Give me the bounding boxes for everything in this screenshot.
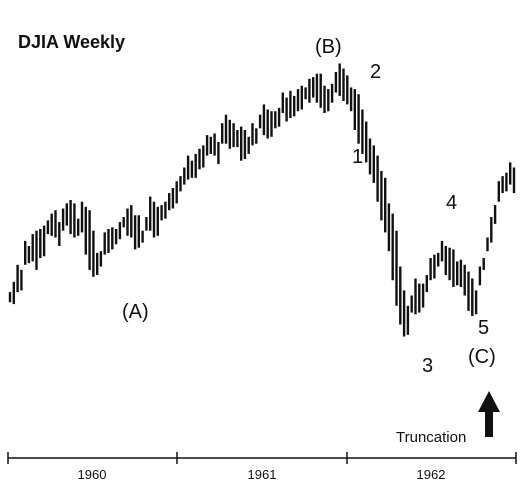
wave-label-4: 4 (446, 192, 457, 214)
truncation-annotation: Truncation (396, 429, 466, 446)
wave-label-3: 3 (422, 355, 433, 377)
x-tick-label: 1960 (78, 467, 107, 482)
wave-label-2: 2 (370, 61, 381, 83)
wave-label-A: (A) (122, 301, 149, 323)
wave-label-1: 1 (352, 146, 363, 168)
x-tick-label: 1962 (417, 467, 446, 482)
wave-label-5: 5 (478, 317, 489, 339)
wave-label-B: (B) (315, 36, 342, 58)
x-tick-label: 1961 (248, 467, 277, 482)
price-bars (8, 63, 516, 337)
chart-title: DJIA Weekly (18, 32, 125, 52)
wave-label-C: (C) (468, 346, 496, 368)
truncation-arrow-icon (478, 391, 500, 437)
